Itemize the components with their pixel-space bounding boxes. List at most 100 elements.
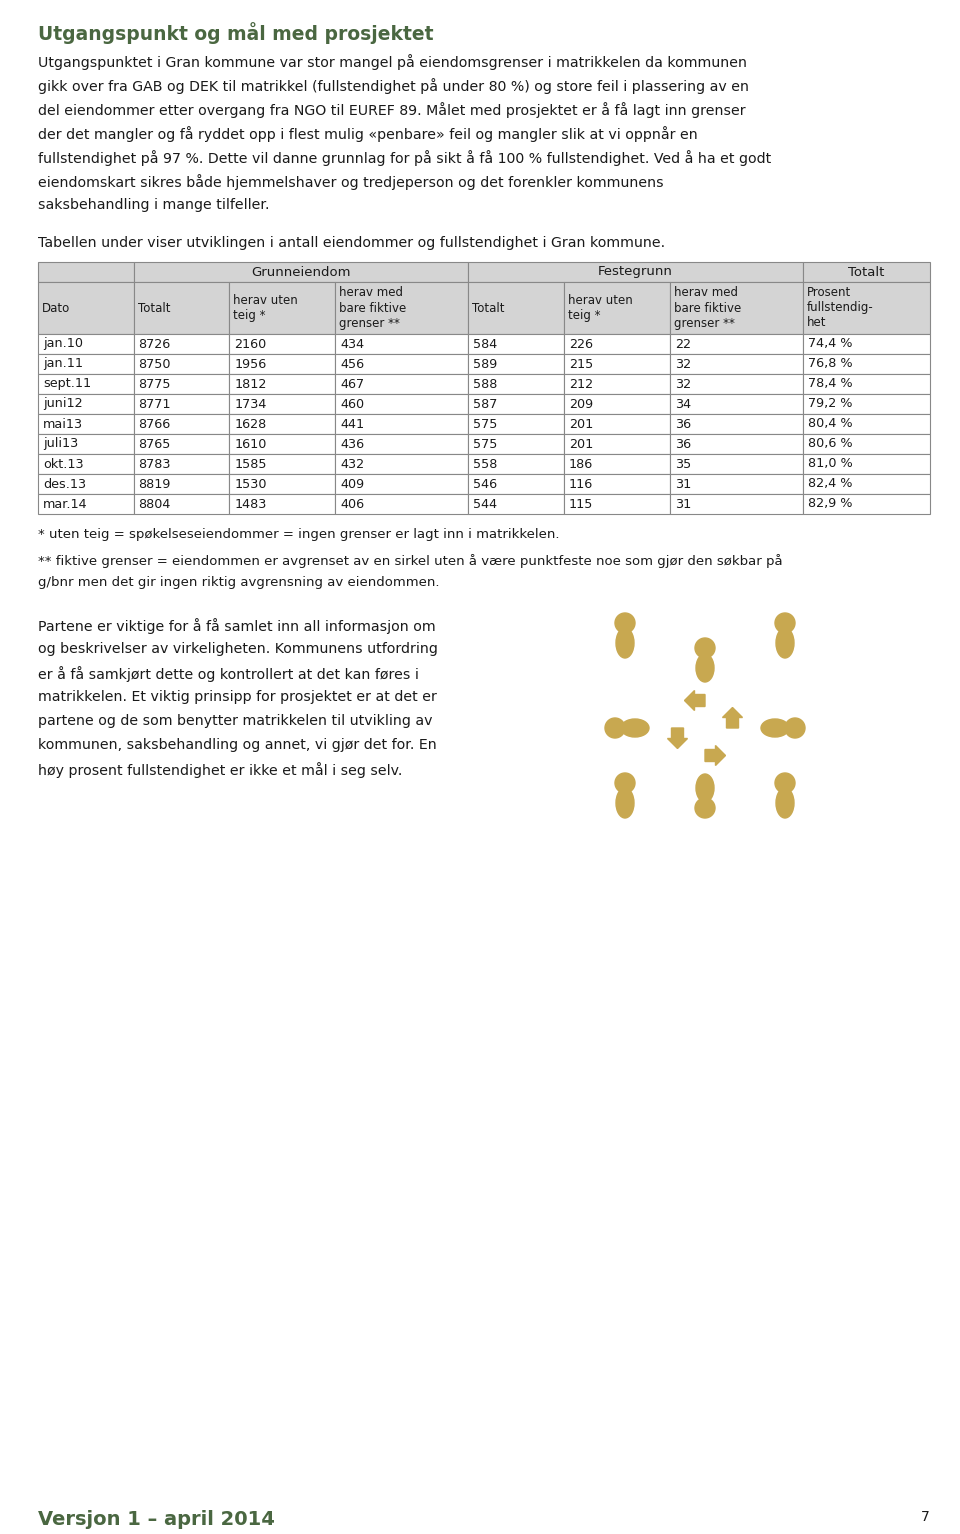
Bar <box>229 282 335 334</box>
Text: fullstendighet på 97 %. Dette vil danne grunnlag for på sikt å få 100 % fullsten: fullstendighet på 97 %. Dette vil danne … <box>38 150 771 166</box>
Circle shape <box>605 718 625 738</box>
Bar <box>670 394 803 414</box>
Circle shape <box>775 614 795 634</box>
Bar <box>564 414 670 434</box>
Bar <box>670 354 803 374</box>
Text: jan.11: jan.11 <box>43 357 83 371</box>
Text: 1610: 1610 <box>234 437 267 451</box>
Bar <box>38 374 133 394</box>
Bar <box>133 394 229 414</box>
Text: 80,4 %: 80,4 % <box>807 417 852 431</box>
Bar <box>229 414 335 434</box>
Text: 1530: 1530 <box>234 477 267 491</box>
Bar <box>38 334 133 354</box>
Text: 558: 558 <box>473 457 497 471</box>
Bar <box>468 282 564 334</box>
Bar <box>38 262 133 282</box>
Bar <box>133 434 229 454</box>
Text: Dato: Dato <box>42 302 70 314</box>
Bar <box>133 454 229 474</box>
Text: 575: 575 <box>473 417 497 431</box>
Text: 80,6 %: 80,6 % <box>807 437 852 451</box>
Bar <box>468 394 564 414</box>
Bar <box>133 334 229 354</box>
Bar <box>229 394 335 414</box>
Text: 8783: 8783 <box>138 457 171 471</box>
Bar <box>670 282 803 334</box>
Text: 8765: 8765 <box>138 437 171 451</box>
Bar <box>133 374 229 394</box>
Bar <box>803 434 930 454</box>
Text: 8775: 8775 <box>138 377 171 391</box>
Text: 32: 32 <box>675 357 691 371</box>
Text: matrikkelen. Et viktig prinsipp for prosjektet er at det er: matrikkelen. Et viktig prinsipp for pros… <box>38 690 437 704</box>
Bar <box>468 494 564 514</box>
Ellipse shape <box>761 719 789 736</box>
Bar <box>468 474 564 494</box>
Text: des.13: des.13 <box>43 477 86 491</box>
Text: 79,2 %: 79,2 % <box>807 397 852 411</box>
Text: 546: 546 <box>473 477 497 491</box>
Text: 584: 584 <box>473 337 497 350</box>
Bar <box>133 494 229 514</box>
Text: 460: 460 <box>341 397 365 411</box>
Bar <box>335 454 468 474</box>
Bar <box>564 394 670 414</box>
Text: 76,8 %: 76,8 % <box>807 357 852 371</box>
Text: 8819: 8819 <box>138 477 171 491</box>
Text: partene og de som benytter matrikkelen til utvikling av: partene og de som benytter matrikkelen t… <box>38 713 433 729</box>
Text: 456: 456 <box>341 357 365 371</box>
Bar <box>564 374 670 394</box>
Text: 436: 436 <box>341 437 365 451</box>
Text: 1585: 1585 <box>234 457 267 471</box>
Bar <box>335 474 468 494</box>
Text: 78,4 %: 78,4 % <box>807 377 852 391</box>
Bar <box>670 334 803 354</box>
Text: saksbehandling i mange tilfeller.: saksbehandling i mange tilfeller. <box>38 198 270 212</box>
Bar <box>229 434 335 454</box>
Bar <box>133 474 229 494</box>
Bar <box>803 494 930 514</box>
Ellipse shape <box>776 788 794 818</box>
Text: 31: 31 <box>675 477 691 491</box>
FancyArrow shape <box>705 746 726 765</box>
Text: mai13: mai13 <box>43 417 84 431</box>
Circle shape <box>775 773 795 793</box>
Bar <box>133 262 468 282</box>
Bar <box>564 434 670 454</box>
Bar <box>229 374 335 394</box>
Text: 406: 406 <box>341 497 365 511</box>
Text: 434: 434 <box>341 337 365 350</box>
Bar <box>468 262 803 282</box>
Text: 441: 441 <box>341 417 365 431</box>
Bar <box>670 454 803 474</box>
Text: 1483: 1483 <box>234 497 267 511</box>
Text: 409: 409 <box>341 477 365 491</box>
Text: juni12: juni12 <box>43 397 83 411</box>
Bar <box>468 354 564 374</box>
Bar <box>38 354 133 374</box>
Text: 432: 432 <box>341 457 365 471</box>
Text: Utgangspunkt og mål med prosjektet: Utgangspunkt og mål med prosjektet <box>38 21 434 44</box>
Text: mar.14: mar.14 <box>43 497 87 511</box>
Text: 31: 31 <box>675 497 691 511</box>
Bar <box>803 334 930 354</box>
Bar <box>670 434 803 454</box>
Bar <box>670 374 803 394</box>
Bar <box>335 494 468 514</box>
Circle shape <box>785 718 805 738</box>
Text: sept.11: sept.11 <box>43 377 91 391</box>
Text: 36: 36 <box>675 417 691 431</box>
Bar <box>38 394 133 414</box>
Bar <box>670 474 803 494</box>
Text: 1734: 1734 <box>234 397 267 411</box>
Text: 8726: 8726 <box>138 337 171 350</box>
Text: Grunneiendom: Grunneiendom <box>252 265 350 279</box>
Text: Prosent
fullstendig-
het: Prosent fullstendig- het <box>806 287 874 330</box>
Text: herav uten
teig *: herav uten teig * <box>567 295 633 322</box>
FancyArrow shape <box>667 729 687 749</box>
Bar <box>133 354 229 374</box>
Bar <box>468 434 564 454</box>
Circle shape <box>695 638 715 658</box>
Bar <box>564 494 670 514</box>
